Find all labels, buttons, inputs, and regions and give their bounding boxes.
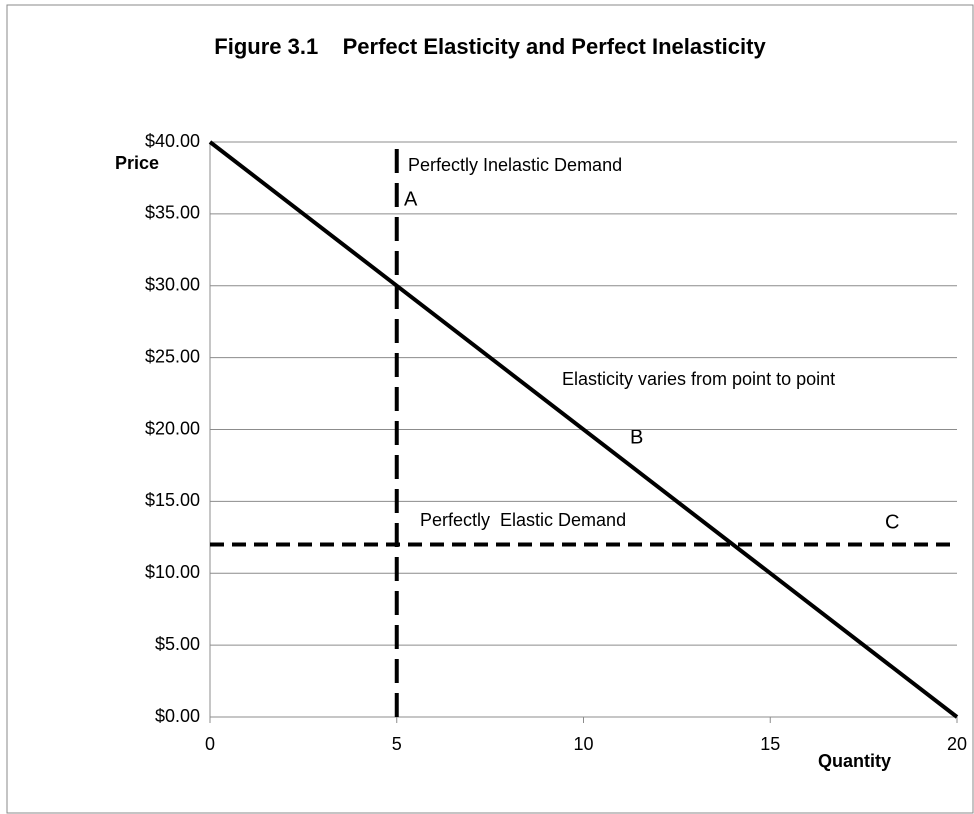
annotation: A: [404, 188, 418, 210]
y-tick-label: $35.00: [145, 203, 200, 223]
x-tick-label: 15: [760, 734, 780, 754]
annotation: Elasticity varies from point to point: [562, 369, 835, 389]
annotation: B: [630, 426, 643, 448]
y-tick-label: $15.00: [145, 490, 200, 510]
x-axis-label: Quantity: [818, 751, 891, 771]
x-tick-label: 20: [947, 734, 967, 754]
y-tick-label: $40.00: [145, 131, 200, 151]
annotation: Perfectly Inelastic Demand: [408, 155, 622, 175]
annotation: Perfectly Elastic Demand: [420, 510, 626, 530]
y-axis-label: Price: [115, 153, 159, 173]
y-tick-label: $20.00: [145, 418, 200, 438]
frame: [6, 4, 974, 814]
annotation: C: [885, 511, 899, 533]
series-line: [208, 140, 959, 719]
x-tick-label: 5: [392, 734, 402, 754]
y-tick-label: $30.00: [145, 275, 200, 295]
y-tick-label: $10.00: [145, 562, 200, 582]
y-tick-label: $25.00: [145, 346, 200, 366]
y-tick-label: $5.00: [155, 634, 200, 654]
x-tick-label: 10: [573, 734, 593, 754]
y-tick-label: $0.00: [155, 706, 200, 726]
chart-title: Figure 3.1 Perfect Elasticity and Perfec…: [214, 34, 766, 59]
x-tick-label: 0: [205, 734, 215, 754]
